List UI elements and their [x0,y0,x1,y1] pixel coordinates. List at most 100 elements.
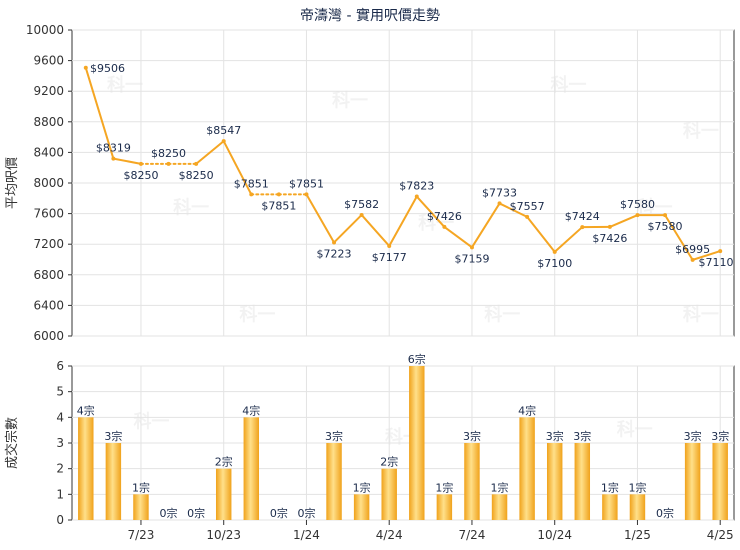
line-segment [664,214,694,261]
watermark: 科一 [551,74,587,96]
y-tick-label: 3 [56,436,64,450]
line-point [497,201,502,206]
watermark: 科一 [239,304,275,326]
volume-bar [546,443,563,520]
x-tick-label: 4/25 [707,528,734,542]
volume-bar-label: 0宗 [656,506,674,520]
price-y-ticks: 6000 6400 6800 7200 7600 8000 8400 8800 9200 9600… [26,23,72,343]
y-tick-label: 10000 [26,23,64,37]
line-point [276,192,281,197]
line-segment [415,195,446,228]
volume-bar [326,443,342,520]
y-tick-label: 5 [56,385,64,399]
volume-bar-label: 4宗 [518,403,536,417]
line-data-label: $7177 [372,251,407,264]
volume-bar [602,494,618,520]
volume-bar-label: 1宗 [601,480,619,494]
volume-bar-label: 3宗 [325,429,343,443]
chart-title: 帝濤灣 - 實用呎價走勢 [300,7,440,24]
line-point [332,240,337,245]
line-segment [526,215,556,253]
line-point [580,225,585,230]
line-point [442,224,447,229]
volume-bar-label: 3宗 [573,429,591,443]
watermark: 科一 [683,120,719,142]
volume-bar-label: 1宗 [435,480,453,494]
line-point [690,257,695,262]
x-tick-label: 1/25 [624,528,651,542]
line-segment [195,140,225,165]
watermark: 科一 [683,304,719,326]
price-gridlines [72,29,734,337]
line-segment [691,250,722,261]
line-point [663,213,668,218]
line-data-label: $7582 [344,198,379,211]
line-point [359,212,364,217]
volume-bar [574,443,591,520]
line-data-label: $7426 [427,210,462,223]
volume-bar-label: 1宗 [132,480,150,494]
line-segment [553,226,584,253]
line-data-label: $7159 [454,252,489,265]
line-data-label: $7851 [261,199,296,212]
x-tick-label: 7/24 [458,528,485,542]
volume-bar-label: 4宗 [77,403,95,417]
line-point [111,156,116,161]
y-tick-label: 7200 [33,237,64,251]
volume-bar [629,494,646,520]
volume-bar [684,443,701,520]
volume-bar-label: 4宗 [242,403,260,417]
line-point [552,249,557,254]
line-data-label: $7100 [537,257,572,270]
line-point [304,192,309,197]
volume-bar-label: 3宗 [104,429,122,443]
volume-bar [133,494,149,520]
line-data-label: $7851 [234,177,269,190]
y-tick-label: 9600 [33,54,64,68]
y-tick-label: 8800 [33,115,64,129]
line-point [718,249,723,254]
y-tick-label: 1 [56,487,64,501]
line-data-label: $7424 [565,210,600,223]
watermark: 科一 [484,304,520,326]
y-tick-label: 8400 [33,145,64,159]
line-segment [360,213,391,247]
y-tick-label: 6000 [33,329,64,343]
y-tick-label: 4 [56,410,64,424]
y-tick-label: 7600 [33,207,64,221]
line-point [469,245,474,250]
volume-bar [712,443,728,520]
line-data-label: $6995 [675,243,710,256]
line-point [635,213,640,218]
line-point [414,194,419,199]
volume-bar [353,494,370,520]
watermark: 科一 [332,90,368,112]
volume-bar [464,443,480,520]
y-tick-label: 0 [56,513,64,527]
y-tick-label: 6800 [33,268,64,282]
volume-bar-label: 0宗 [270,506,288,520]
watermark: 科一 [617,418,653,440]
y-tick-label: 6400 [33,298,64,312]
line-data-label: $7851 [289,177,324,190]
line-segment [470,202,501,249]
price-y-axis-label: 平均呎價 [5,157,20,209]
volume-bar-label: 1宗 [628,480,646,494]
y-tick-label: 9200 [33,84,64,98]
line-segment [498,202,529,218]
line-segment [333,213,363,244]
line-segment [112,157,142,165]
line-data-label: $8250 [179,169,214,182]
line-point [607,224,612,229]
line-segment [388,195,418,247]
y-tick-label: 6 [56,359,64,373]
volume-bar-label: 6宗 [408,352,426,366]
line-data-label: $7223 [317,247,352,260]
line-point [221,139,226,144]
volume-bar-label: 1宗 [353,480,371,494]
line-segment [222,140,253,196]
y-tick-label: 2 [56,462,64,476]
